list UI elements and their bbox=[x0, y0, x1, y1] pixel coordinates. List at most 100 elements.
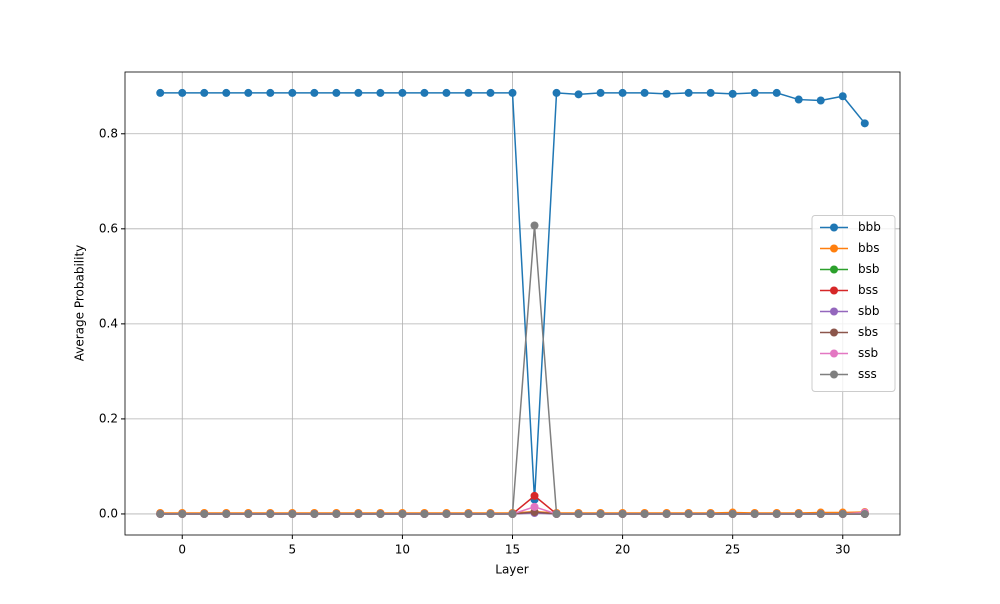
marker bbox=[574, 90, 583, 99]
marker bbox=[596, 88, 605, 97]
marker bbox=[684, 88, 693, 97]
legend-marker bbox=[830, 328, 838, 337]
marker bbox=[376, 509, 385, 518]
marker bbox=[508, 509, 517, 518]
marker bbox=[442, 88, 451, 97]
y-tick-label: 0.2 bbox=[99, 411, 118, 425]
marker bbox=[266, 509, 275, 518]
marker bbox=[772, 509, 781, 518]
x-tick-label: 25 bbox=[725, 543, 740, 557]
marker bbox=[332, 509, 341, 518]
marker bbox=[464, 88, 473, 97]
marker bbox=[838, 92, 847, 101]
marker bbox=[332, 88, 341, 97]
marker bbox=[222, 509, 231, 518]
marker bbox=[816, 96, 825, 105]
marker bbox=[442, 509, 451, 518]
marker bbox=[420, 509, 429, 518]
marker bbox=[706, 509, 715, 518]
legend-label: sbb bbox=[858, 304, 880, 318]
x-tick-label: 0 bbox=[178, 543, 186, 557]
marker bbox=[794, 509, 803, 518]
marker bbox=[618, 88, 627, 97]
marker bbox=[354, 88, 363, 97]
marker bbox=[200, 88, 209, 97]
marker bbox=[596, 509, 605, 518]
marker bbox=[640, 88, 649, 97]
marker bbox=[772, 88, 781, 97]
marker bbox=[398, 509, 407, 518]
x-tick-label: 10 bbox=[395, 543, 410, 557]
legend-marker bbox=[830, 223, 838, 232]
marker bbox=[728, 89, 737, 98]
y-tick-label: 0.6 bbox=[99, 221, 118, 235]
marker bbox=[486, 88, 495, 97]
legend-marker bbox=[830, 307, 838, 316]
x-axis-label: Layer bbox=[495, 563, 529, 577]
marker bbox=[420, 88, 429, 97]
marker bbox=[860, 509, 869, 518]
marker bbox=[156, 88, 165, 97]
marker bbox=[288, 88, 297, 97]
marker bbox=[508, 88, 517, 97]
marker bbox=[728, 509, 737, 518]
marker bbox=[640, 509, 649, 518]
y-tick-label: 0.4 bbox=[99, 316, 118, 330]
x-tick-label: 30 bbox=[835, 543, 850, 557]
legend-label: bss bbox=[858, 283, 878, 297]
legend-box bbox=[811, 215, 896, 392]
marker bbox=[222, 88, 231, 97]
legend-label: bsb bbox=[858, 262, 880, 276]
marker bbox=[684, 509, 693, 518]
marker bbox=[860, 119, 869, 128]
legend-label: ssb bbox=[858, 346, 878, 360]
marker bbox=[244, 509, 253, 518]
marker bbox=[178, 509, 187, 518]
marker bbox=[706, 88, 715, 97]
legend-marker bbox=[830, 286, 838, 295]
marker bbox=[552, 509, 561, 518]
marker bbox=[376, 88, 385, 97]
legend-marker bbox=[830, 370, 838, 379]
marker bbox=[794, 95, 803, 104]
marker bbox=[552, 88, 561, 97]
marker bbox=[178, 88, 187, 97]
legend-label: sbs bbox=[858, 325, 878, 339]
legend-marker bbox=[830, 349, 838, 358]
y-tick-label: 0.0 bbox=[99, 506, 118, 520]
marker bbox=[288, 509, 297, 518]
x-tick-label: 15 bbox=[505, 543, 520, 557]
legend-label: sss bbox=[858, 367, 877, 381]
y-axis-label: Average Probability bbox=[73, 245, 87, 362]
marker bbox=[530, 502, 539, 511]
marker bbox=[530, 491, 539, 500]
marker bbox=[662, 509, 671, 518]
legend-marker bbox=[830, 265, 838, 274]
marker bbox=[838, 509, 847, 518]
legend-marker bbox=[830, 244, 838, 253]
marker bbox=[662, 89, 671, 98]
legend-label: bbs bbox=[858, 241, 880, 255]
marker bbox=[200, 509, 209, 518]
marker bbox=[486, 509, 495, 518]
marker bbox=[266, 88, 275, 97]
marker bbox=[574, 509, 583, 518]
marker bbox=[244, 88, 253, 97]
marker bbox=[750, 509, 759, 518]
x-tick-label: 20 bbox=[615, 543, 630, 557]
marker bbox=[530, 221, 539, 230]
plot-frame bbox=[124, 71, 901, 536]
marker bbox=[750, 88, 759, 97]
marker bbox=[464, 509, 473, 518]
marker bbox=[816, 509, 825, 518]
marker bbox=[354, 509, 363, 518]
marker bbox=[310, 88, 319, 97]
marker bbox=[618, 509, 627, 518]
marker bbox=[310, 509, 319, 518]
y-tick-label: 0.8 bbox=[99, 126, 118, 140]
marker bbox=[156, 509, 165, 518]
marker bbox=[398, 88, 407, 97]
legend-label: bbb bbox=[858, 220, 881, 234]
x-tick-label: 5 bbox=[289, 543, 297, 557]
